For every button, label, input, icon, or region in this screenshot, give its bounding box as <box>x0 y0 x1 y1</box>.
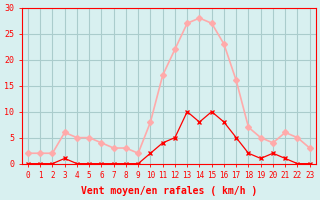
X-axis label: Vent moyen/en rafales ( km/h ): Vent moyen/en rafales ( km/h ) <box>81 186 257 196</box>
